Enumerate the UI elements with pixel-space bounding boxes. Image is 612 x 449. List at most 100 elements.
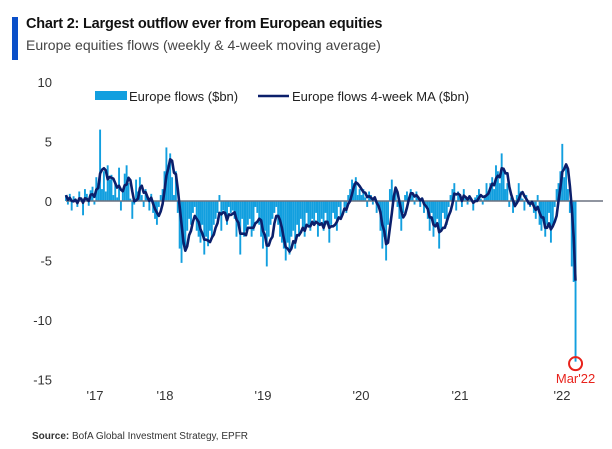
source-label: Source: (32, 431, 70, 442)
flow-bar (512, 201, 514, 213)
flow-bar (352, 183, 355, 201)
flow-bar (313, 201, 316, 225)
flow-bar (326, 201, 329, 225)
flow-bar (567, 189, 569, 201)
flow-bar (209, 201, 211, 231)
flow-bar (311, 201, 314, 219)
flow-bar (339, 201, 342, 219)
flow-bar (233, 201, 236, 219)
flow-bar (174, 171, 177, 201)
flow-bar (432, 201, 435, 237)
flow-bar (390, 179, 393, 201)
flow-bar (364, 197, 367, 201)
flow-bar (127, 183, 130, 201)
flow-bar (112, 195, 115, 201)
flow-bar (256, 201, 259, 213)
flow-bar (118, 167, 120, 201)
flow-bar (504, 189, 507, 201)
flow-bar (303, 201, 306, 237)
flow-bar (506, 183, 509, 201)
flow-bar (419, 201, 422, 207)
flow-bar (442, 201, 444, 213)
flow-bar (173, 195, 175, 201)
flow-bar (521, 198, 524, 201)
flow-bar (231, 201, 234, 211)
legend-swatch-flows (95, 91, 127, 100)
flow-bar (184, 201, 187, 249)
flow-bar (205, 201, 208, 237)
flow-bar (108, 179, 111, 201)
flow-bar (222, 201, 225, 211)
flow-bar (252, 201, 255, 231)
flow-bar (248, 201, 251, 219)
flow-bar (292, 201, 295, 231)
flow-bar (388, 189, 391, 201)
flow-bar (358, 189, 361, 201)
flow-bar (176, 201, 179, 213)
flow-bar (447, 201, 450, 207)
annotation-circle (568, 356, 584, 372)
flow-bar (114, 183, 117, 201)
flow-bar (356, 195, 359, 201)
flow-bar (536, 195, 539, 201)
flow-bar (159, 195, 162, 201)
flow-bar (214, 201, 217, 219)
flow-bar (301, 201, 304, 231)
flow-bar (243, 201, 246, 237)
flow-bar (515, 195, 518, 201)
flow-bar (491, 177, 494, 201)
flow-bar (186, 201, 189, 231)
flow-bar (284, 201, 287, 261)
flow-bar (191, 201, 194, 213)
flow-bar (99, 129, 102, 201)
flow-bar (449, 195, 452, 201)
flow-bar (254, 201, 257, 207)
flow-bar (290, 201, 293, 237)
flow-bar (343, 201, 346, 207)
flow-bar (460, 201, 463, 207)
flow-bar (477, 189, 480, 201)
flow-bar (245, 201, 247, 231)
flow-bar (131, 201, 134, 219)
flow-bar (551, 201, 554, 225)
flow-bar (387, 201, 389, 225)
flow-bar (305, 201, 308, 213)
flow-bar (472, 201, 475, 211)
flow-bar (400, 201, 403, 231)
flow-bar (563, 177, 566, 201)
flow-bar (294, 201, 297, 249)
flow-bar (328, 201, 331, 243)
flow-bar (207, 201, 210, 247)
x-tick-label: '20 (353, 388, 370, 403)
flow-bar (360, 195, 363, 201)
flow-bar (523, 201, 526, 211)
flow-bar (517, 183, 520, 201)
flow-bar (322, 201, 325, 231)
flow-bar (72, 196, 75, 201)
flow-bar (178, 201, 181, 249)
flow-bar (371, 201, 374, 205)
flow-bar (500, 153, 503, 201)
flow-bar (250, 201, 253, 237)
flow-bar (430, 201, 433, 213)
flow-bar (498, 183, 501, 201)
flow-bar (142, 201, 145, 207)
flow-bar (226, 201, 228, 225)
flow-bar (546, 201, 549, 225)
flow-bar (190, 201, 192, 225)
chart-title: Chart 2: Largest outflow ever from Europ… (26, 16, 383, 32)
flow-bar (476, 195, 478, 201)
flow-bar (97, 183, 100, 201)
flow-bar (406, 191, 408, 201)
flow-bar (375, 201, 378, 213)
y-tick-label: 0 (45, 194, 52, 209)
flow-bar (171, 177, 174, 201)
flow-bar (549, 201, 552, 243)
flow-bar (474, 197, 477, 201)
flow-bar (298, 201, 300, 237)
x-tick-label: '22 (554, 388, 571, 403)
flow-bar (78, 191, 81, 201)
flow-bar (282, 201, 285, 249)
flow-bar (318, 201, 321, 225)
flow-bar (104, 191, 107, 201)
